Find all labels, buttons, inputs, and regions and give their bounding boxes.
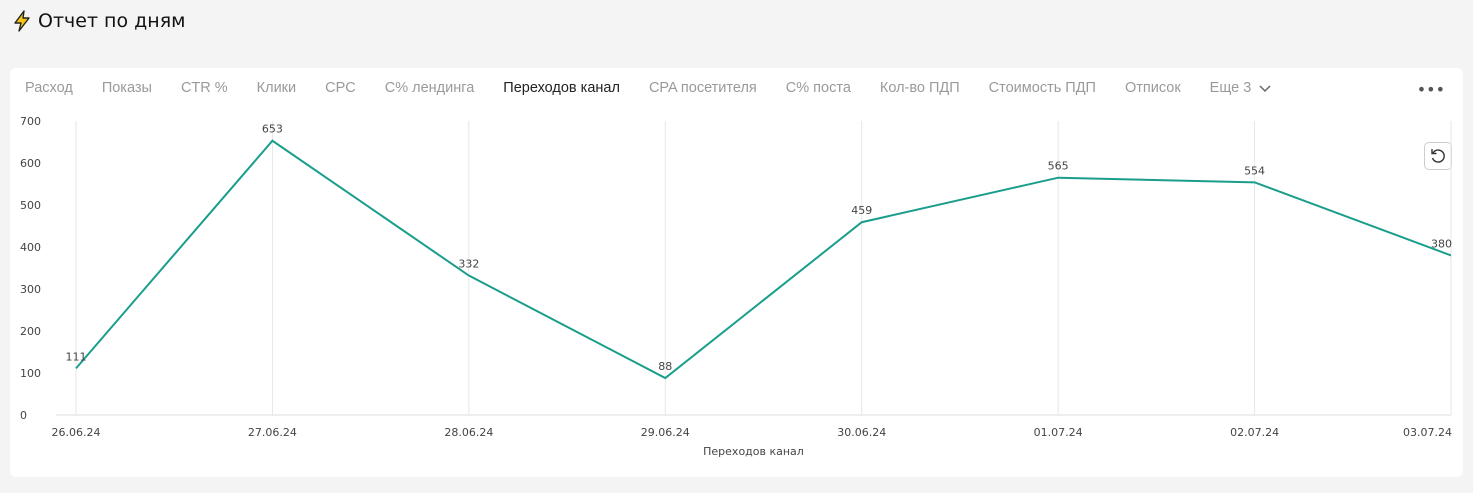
- data-label: 459: [851, 204, 872, 217]
- x-tick-label: 27.06.24: [248, 426, 297, 439]
- tab[interactable]: Расход: [25, 80, 73, 96]
- tab[interactable]: Клики: [256, 80, 297, 96]
- line: [75, 139, 1452, 380]
- bolt-icon: [14, 10, 30, 32]
- data-label: 565: [1048, 160, 1069, 173]
- data-label: 332: [458, 258, 479, 271]
- reset-button[interactable]: [1424, 142, 1452, 170]
- data-label: 653: [262, 123, 283, 136]
- card: Расход Показы CTR % Клики CPC С% лендинга Пере…: [10, 68, 1463, 477]
- tab[interactable]: Переходов канал: [503, 80, 620, 96]
- tab[interactable]: Еще 3: [1209, 80, 1252, 96]
- tab[interactable]: С% лендинга: [384, 80, 475, 96]
- x-axis-label: Переходов канал: [703, 445, 804, 458]
- y-tick-label: 500: [20, 199, 41, 212]
- x-tick-label: 28.06.24: [444, 426, 493, 439]
- data-label: 88: [658, 360, 672, 373]
- x-tick-label: 02.07.24: [1230, 426, 1279, 439]
- tab[interactable]: Кол-во ПДП: [879, 80, 960, 96]
- y-tick-label: 400: [20, 241, 41, 254]
- data-label: 554: [1244, 164, 1265, 177]
- x-tick-label: 30.06.24: [837, 426, 886, 439]
- tabs: Расход Показы CTR % Клики CPC С% лендинга Пере…: [25, 80, 1272, 96]
- x-tick-label: 01.07.24: [1034, 426, 1083, 439]
- y-tick-label: 200: [20, 325, 41, 338]
- chevron[interactable]: [1258, 82, 1272, 96]
- tab[interactable]: Показы: [101, 80, 152, 96]
- tab[interactable]: Стоимость ПДП: [988, 80, 1096, 96]
- page-title: Отчет по дням: [38, 10, 186, 32]
- x-tick-label: 29.06.24: [641, 426, 690, 439]
- tab[interactable]: CPA посетителя: [648, 80, 757, 96]
- tab[interactable]: С% поста: [785, 80, 851, 96]
- data-label: 111: [66, 350, 87, 363]
- tab[interactable]: CTR %: [180, 80, 228, 96]
- data-label: 380: [1431, 237, 1452, 250]
- x-tick-label: 03.07.24: [1403, 426, 1452, 439]
- y-tick-label: 300: [20, 283, 41, 296]
- y-tick-label: 600: [20, 157, 41, 170]
- y-tick-label: 700: [20, 115, 41, 128]
- y-tick-label: 100: [20, 367, 41, 380]
- x-tick-label: 26.06.24: [52, 426, 101, 439]
- tab[interactable]: Отписок: [1124, 80, 1181, 96]
- tab[interactable]: CPC: [325, 80, 356, 96]
- header: Отчет по дням: [12, 10, 185, 32]
- y-tick-label: 0: [20, 409, 27, 422]
- menu-button[interactable]: •••: [1416, 80, 1445, 99]
